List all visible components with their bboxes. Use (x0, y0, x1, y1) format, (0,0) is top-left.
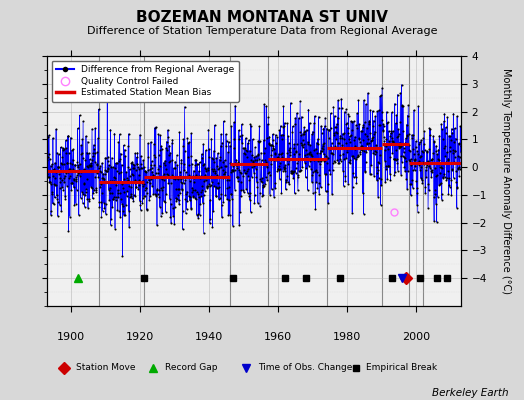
Text: 1980: 1980 (333, 332, 362, 342)
Text: Difference of Station Temperature Data from Regional Average: Difference of Station Temperature Data f… (87, 26, 437, 36)
Text: Time of Obs. Change: Time of Obs. Change (258, 364, 353, 372)
Text: Record Gap: Record Gap (165, 364, 217, 372)
Text: Berkeley Earth: Berkeley Earth (432, 388, 508, 398)
Text: 2000: 2000 (402, 332, 430, 342)
Y-axis label: Monthly Temperature Anomaly Difference (°C): Monthly Temperature Anomaly Difference (… (501, 68, 511, 294)
Text: BOZEMAN MONTANA ST UNIV: BOZEMAN MONTANA ST UNIV (136, 10, 388, 25)
Legend: Difference from Regional Average, Quality Control Failed, Estimated Station Mean: Difference from Regional Average, Qualit… (52, 60, 239, 102)
Text: 1960: 1960 (264, 332, 292, 342)
Text: 1900: 1900 (57, 332, 85, 342)
Text: Station Move: Station Move (76, 364, 136, 372)
Text: 1920: 1920 (126, 332, 155, 342)
Text: 1940: 1940 (195, 332, 223, 342)
Text: Empirical Break: Empirical Break (366, 364, 437, 372)
